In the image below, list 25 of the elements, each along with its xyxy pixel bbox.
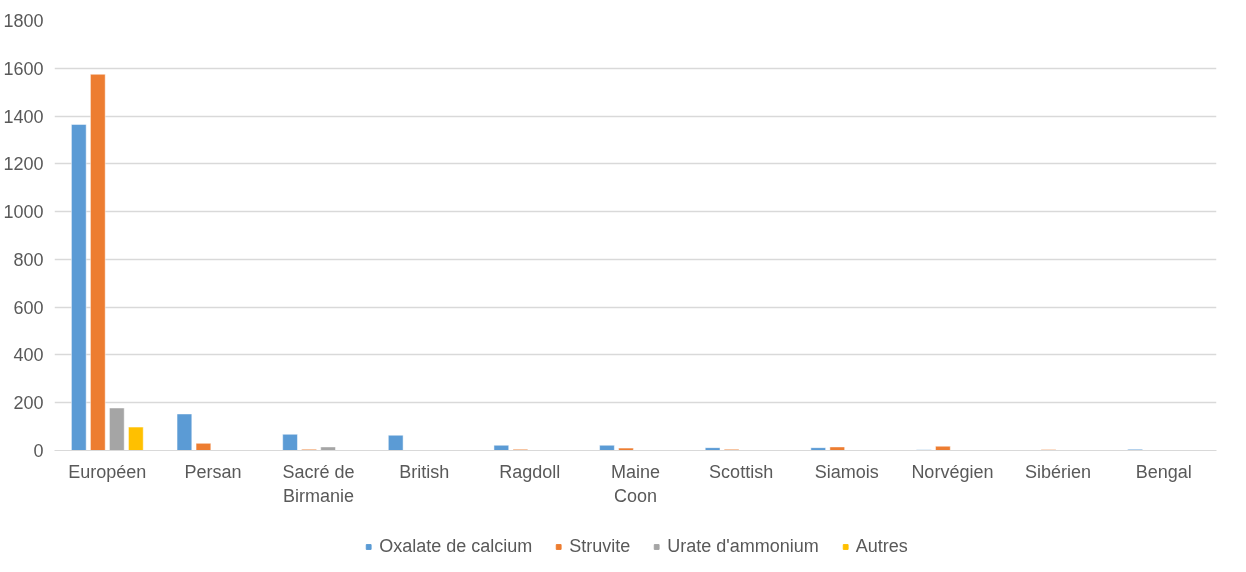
y-tick-label: 0 bbox=[33, 441, 44, 461]
legend-label: Oxalate de calcium bbox=[379, 535, 533, 557]
x-tick-label: Sibérien bbox=[1025, 461, 1092, 482]
y-tick-label: 1200 bbox=[3, 154, 44, 175]
x-tick-label: British bbox=[399, 461, 450, 482]
y-tick-label: 1400 bbox=[3, 106, 44, 127]
y-tick-label: 600 bbox=[13, 297, 44, 318]
x-tick-label: Siamois bbox=[814, 461, 879, 482]
x-tick-label: Maine Coon bbox=[610, 461, 661, 506]
x-tick-label: Ragdoll bbox=[499, 461, 561, 482]
y-tick-label: 200 bbox=[13, 393, 44, 414]
y-tick-label: 1600 bbox=[3, 58, 44, 79]
legend-label: Struvite bbox=[569, 535, 631, 557]
x-tick-label: Persan bbox=[184, 461, 242, 482]
legend-label: Autres bbox=[855, 535, 908, 557]
x-tick-label: Sacré de Birmanie bbox=[282, 461, 355, 506]
y-tick-label: 400 bbox=[13, 345, 44, 366]
x-tick-label: Norvégien bbox=[911, 461, 994, 482]
x-tick-label: Bengal bbox=[1135, 461, 1192, 482]
legend-label: Urate d'ammonium bbox=[667, 535, 819, 557]
y-tick-label: 1800 bbox=[3, 11, 44, 31]
y-tick-label: 800 bbox=[13, 249, 44, 270]
x-tick-label: Scottish bbox=[709, 461, 774, 482]
y-tick-label: 1000 bbox=[3, 202, 44, 223]
x-tick-label: Européen bbox=[68, 461, 147, 482]
